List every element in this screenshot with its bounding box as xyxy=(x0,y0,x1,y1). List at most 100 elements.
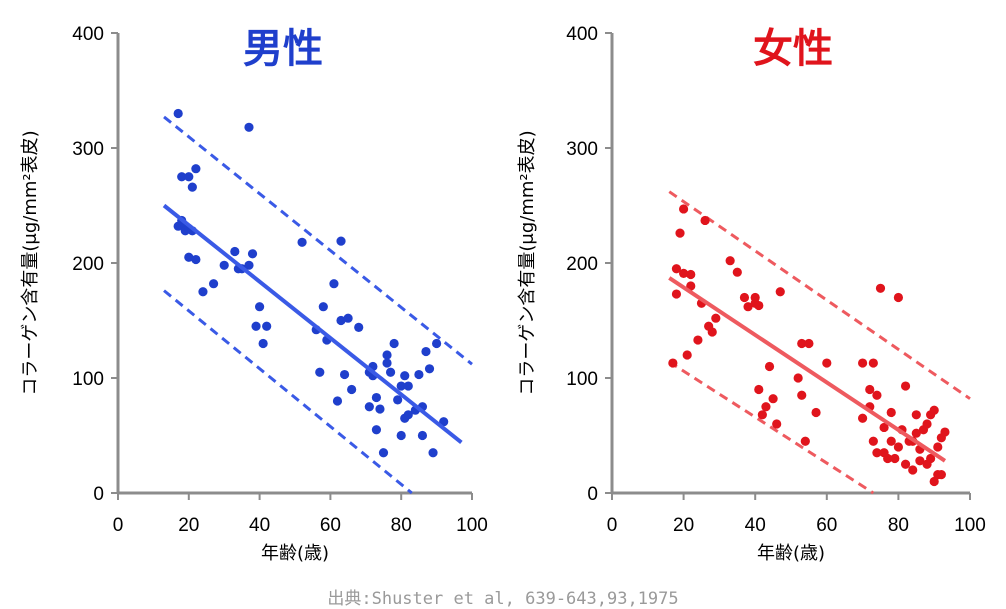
data-point xyxy=(262,321,272,331)
data-point xyxy=(424,364,435,374)
chart-male: 0 100 200 300 400 0 20 40 60 80 100 年齢(歳) コラーゲン含有量(μ… xyxy=(20,24,488,564)
x-tick-label: 40 xyxy=(249,515,270,536)
panel-title: 男性 xyxy=(243,26,323,72)
data-point xyxy=(428,448,438,458)
data-point xyxy=(915,456,925,466)
data-point xyxy=(378,448,389,458)
data-point xyxy=(693,335,703,345)
data-point xyxy=(886,436,896,446)
data-point xyxy=(868,358,878,368)
data-point xyxy=(382,350,392,360)
y-tick-label: 100 xyxy=(72,369,104,390)
data-point xyxy=(900,381,911,391)
data-point xyxy=(743,302,753,312)
x-tick-label: 20 xyxy=(673,515,694,536)
data-point xyxy=(396,430,406,441)
data-point xyxy=(890,453,900,464)
y-axis-title: コラーゲン含有量(μg/mm²表皮) xyxy=(517,130,538,395)
data-point xyxy=(668,358,678,368)
data-point xyxy=(757,410,767,420)
data-point xyxy=(883,453,893,464)
y-tick-label: 200 xyxy=(566,254,598,275)
data-point xyxy=(940,427,950,437)
data-point xyxy=(184,252,194,262)
data-point xyxy=(879,422,889,433)
data-point xyxy=(908,465,918,475)
data-point xyxy=(900,459,911,469)
data-point xyxy=(219,260,229,270)
data-point xyxy=(775,287,785,297)
data-point xyxy=(258,338,268,349)
data-point xyxy=(822,358,832,368)
y-tick-label: 0 xyxy=(93,484,104,505)
data-point xyxy=(739,292,750,303)
data-point xyxy=(347,384,357,395)
data-point xyxy=(929,476,939,487)
x-tick-label: 40 xyxy=(745,515,766,536)
data-point xyxy=(936,470,946,480)
data-point xyxy=(400,371,410,381)
data-point xyxy=(336,315,346,326)
data-point xyxy=(671,289,682,299)
data-point xyxy=(403,381,413,391)
y-tick-label: 0 xyxy=(587,484,598,505)
data-point xyxy=(191,164,201,174)
data-point xyxy=(318,302,328,312)
chart-female: 0 100 200 300 400 0 20 40 60 80 100 年齢(歳) コラーゲン含有量(μ… xyxy=(517,24,986,564)
data-point xyxy=(858,358,868,368)
data-point xyxy=(754,300,764,311)
data-point xyxy=(208,279,219,289)
data-point xyxy=(768,394,778,404)
x-tick-label: 80 xyxy=(888,515,909,536)
data-point xyxy=(675,228,685,238)
source-note: 出典:Shuster et al, 639-643,93,1975 xyxy=(327,589,679,609)
data-point xyxy=(364,402,374,412)
data-point xyxy=(886,407,896,418)
upper-band-line xyxy=(163,115,473,366)
data-point xyxy=(247,249,258,259)
y-tick-label: 300 xyxy=(566,139,598,160)
data-point xyxy=(184,172,194,182)
lower-band-line xyxy=(163,289,413,495)
data-point xyxy=(911,410,921,420)
data-point xyxy=(811,407,821,418)
data-point xyxy=(354,322,364,332)
data-point xyxy=(177,172,187,182)
data-point xyxy=(336,236,346,246)
y-axis-title: コラーゲン含有量(μg/mm²表皮) xyxy=(20,130,41,395)
data-point xyxy=(251,321,261,331)
x-axis-title: 年齢(歳) xyxy=(757,543,825,564)
data-point xyxy=(797,390,807,400)
data-point xyxy=(711,313,721,323)
data-point xyxy=(297,237,307,247)
data-point xyxy=(707,327,717,337)
data-point xyxy=(385,367,396,377)
data-point xyxy=(198,287,208,297)
data-point xyxy=(671,264,682,274)
data-point xyxy=(872,390,882,400)
regression-line xyxy=(668,276,947,463)
data-point xyxy=(414,369,424,380)
y-tick-label: 300 xyxy=(72,139,104,160)
data-point xyxy=(772,419,782,429)
data-point xyxy=(682,350,692,360)
x-tick-label: 80 xyxy=(391,515,412,536)
data-point xyxy=(858,413,868,423)
y-tick-label: 200 xyxy=(72,254,104,275)
data-point xyxy=(754,384,764,395)
data-point xyxy=(315,367,325,377)
data-point xyxy=(893,292,904,303)
data-point xyxy=(933,442,943,452)
x-tick-label: 100 xyxy=(456,515,488,536)
data-point xyxy=(403,410,413,420)
data-point xyxy=(389,338,399,349)
upper-band-line xyxy=(668,190,971,400)
data-point xyxy=(343,313,353,323)
data-point xyxy=(725,256,735,266)
x-tick-label: 60 xyxy=(320,515,341,536)
data-point xyxy=(421,346,431,357)
data-point xyxy=(432,338,442,349)
data-point xyxy=(255,302,265,312)
data-point xyxy=(244,122,254,132)
